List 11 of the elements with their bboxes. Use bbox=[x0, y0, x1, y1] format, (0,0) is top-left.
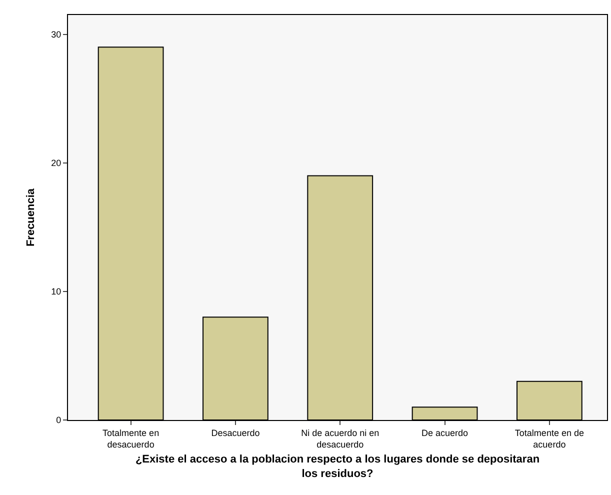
x-tick-label: Totalmente en desacuerdo bbox=[102, 428, 160, 450]
y-tick-label: 30 bbox=[51, 29, 62, 40]
x-axis-title: ¿Existe el acceso a la poblacion respecto a los lugares donde se depositaran los residuos? bbox=[135, 454, 540, 480]
x-tick-label: De acuerdo bbox=[422, 428, 468, 438]
y-tick-label: 0 bbox=[56, 415, 62, 426]
x-tick-label: Totalmente en de acuerdo bbox=[514, 428, 584, 450]
x-tick-label: Desacuerdo bbox=[211, 428, 260, 438]
x-tick-label: Ni de acuerdo ni en desacuerdo bbox=[301, 428, 380, 450]
y-tick-label: 20 bbox=[51, 158, 62, 168]
y-tick-label: 10 bbox=[51, 286, 62, 297]
y-axis-title: Frecuencia bbox=[24, 188, 37, 247]
